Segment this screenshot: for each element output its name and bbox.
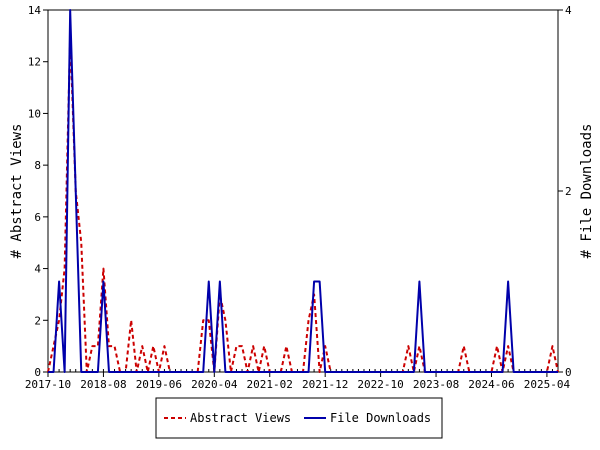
y-tick-label-left: 2 <box>34 314 41 327</box>
y-tick-label-left: 10 <box>28 107 41 120</box>
y-tick-label-left: 4 <box>34 263 41 276</box>
y-tick-label-right: 2 <box>565 185 572 198</box>
legend-label-file-downloads: File Downloads <box>330 411 431 425</box>
legend-label-abstract-views: Abstract Views <box>190 411 291 425</box>
x-axis: 2017-10 2018-08 2019-06 2020-04 2021-02 2021-… <box>25 369 571 391</box>
y-tick-label-left: 8 <box>34 159 41 172</box>
y-tick-label-left: 6 <box>34 211 41 224</box>
y-axis-title-right: # File Downloads <box>579 124 595 259</box>
x-tick-label: 2021-02 <box>247 378 293 391</box>
x-tick-label: 2017-10 <box>25 378 71 391</box>
y-tick-label-left: 14 <box>28 4 42 17</box>
x-tick-label: 2022-10 <box>357 378 403 391</box>
y-axis-right: 0 2 4 <box>558 4 572 379</box>
plot-area <box>47 9 559 373</box>
x-tick-label: 2025-04 <box>524 378 571 391</box>
y-axis-left: 0 2 4 6 8 10 12 14 <box>28 4 48 379</box>
y-tick-label-left: 0 <box>34 366 41 379</box>
x-tick-label: 2020-04 <box>191 378 238 391</box>
x-tick-label: 2018-08 <box>80 378 126 391</box>
x-tick-label: 2024-06 <box>468 378 514 391</box>
series-line-file-downloads <box>48 9 558 373</box>
y-tick-label-right: 4 <box>565 4 572 17</box>
x-tick-label: 2023-08 <box>413 378 459 391</box>
legend-box <box>155 397 443 439</box>
x-tick-label: 2021-12 <box>302 378 348 391</box>
y-axis-title-left: # Abstract Views <box>9 124 25 259</box>
x-tick-label: 2019-06 <box>136 378 182 391</box>
y-tick-label-right: 0 <box>565 366 572 379</box>
y-tick-label-left: 12 <box>28 56 41 69</box>
series-layer <box>47 9 559 373</box>
legend: Abstract Views File Downloads <box>155 397 443 439</box>
